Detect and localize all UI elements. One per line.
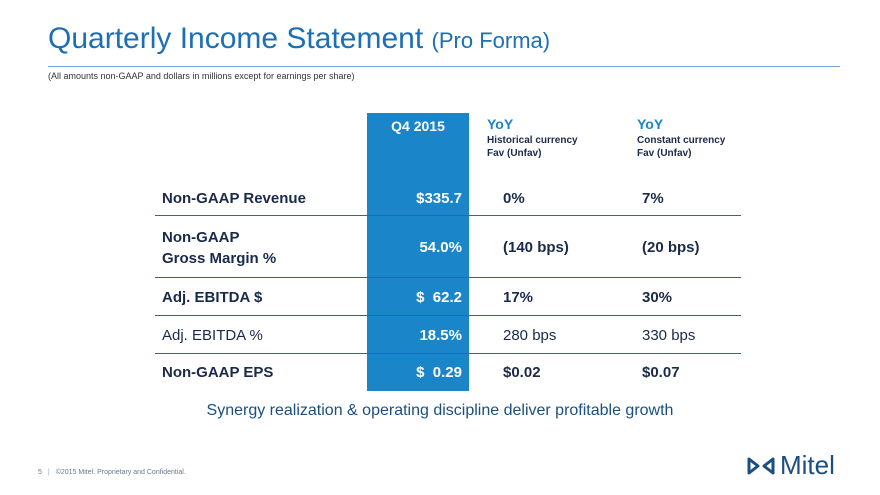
header-yoy-historical: YoY [487,116,514,132]
row-label: Adj. EBITDA % [162,327,263,344]
title-rule [48,66,840,67]
header-q4: Q4 2015 [391,118,445,134]
header-yoy-constant: YoY [637,116,664,132]
mitel-logo-icon [747,457,775,474]
row-divider [155,277,741,278]
row-divider [155,215,741,216]
row-yoy-constant: 330 bps [642,327,696,344]
row-q4-value: $ 0.29 [416,364,462,381]
row-yoy-historical: 280 bps [503,327,557,344]
row-yoy-historical: (140 bps) [503,239,569,256]
row-label-line1: Non-GAAP [162,229,240,246]
header-yoy-historical-sub2: Fav (Unfav) [487,148,542,159]
mitel-logo: Mitel [746,450,835,481]
row-label: Non-GAAP EPS [162,364,274,381]
row-yoy-constant: (20 bps) [642,239,700,256]
row-divider [155,353,741,354]
footer-separator: | [47,469,50,476]
header-yoy-constant-sub1: Constant currency [637,135,726,146]
header-yoy-historical-sub: Historical currency Fav (Unfav) [487,134,578,160]
row-q4-value: $335.7 [416,190,462,207]
header-yoy-constant-sub: Constant currency Fav (Unfav) [637,134,725,160]
logo-text: Mitel [780,450,835,480]
header-yoy-historical-sub1: Historical currency [487,135,578,146]
header-yoy-constant-sub2: Fav (Unfav) [637,148,692,159]
row-yoy-constant: 7% [642,190,664,207]
row-label: Non-GAAP Revenue [162,190,306,207]
row-yoy-constant: 30% [642,289,673,306]
row-yoy-constant: $0.07 [642,364,680,381]
row-label-line2: Gross Margin % [162,250,277,267]
row-q4-value: $ 62.2 [416,289,462,306]
row-yoy-historical: $0.02 [503,364,541,381]
row-yoy-historical: 0% [503,190,525,207]
row-label: Adj. EBITDA $ [162,289,263,306]
footer: 5 | ©2015 Mitel. Proprietary and Confident… [38,469,186,476]
footer-text: ©2015 Mitel. Proprietary and Confidentia… [55,469,186,476]
tagline: Synergy realization & operating discipli… [206,402,674,419]
row-divider [155,315,741,316]
page-title: Quarterly Income Statement (Pro Forma) [48,22,550,56]
page-number: 5 [38,469,42,476]
row-q4-value: 18.5% [419,327,462,344]
row-q4-value: 54.0% [419,239,462,256]
row-yoy-historical: 17% [503,289,534,306]
title-main: Quarterly Income Statement [48,22,424,55]
q4-column-highlight [367,113,469,391]
subtitle: (All amounts non-GAAP and dollars in mil… [48,71,355,81]
title-paren: (Pro Forma) [431,28,551,53]
